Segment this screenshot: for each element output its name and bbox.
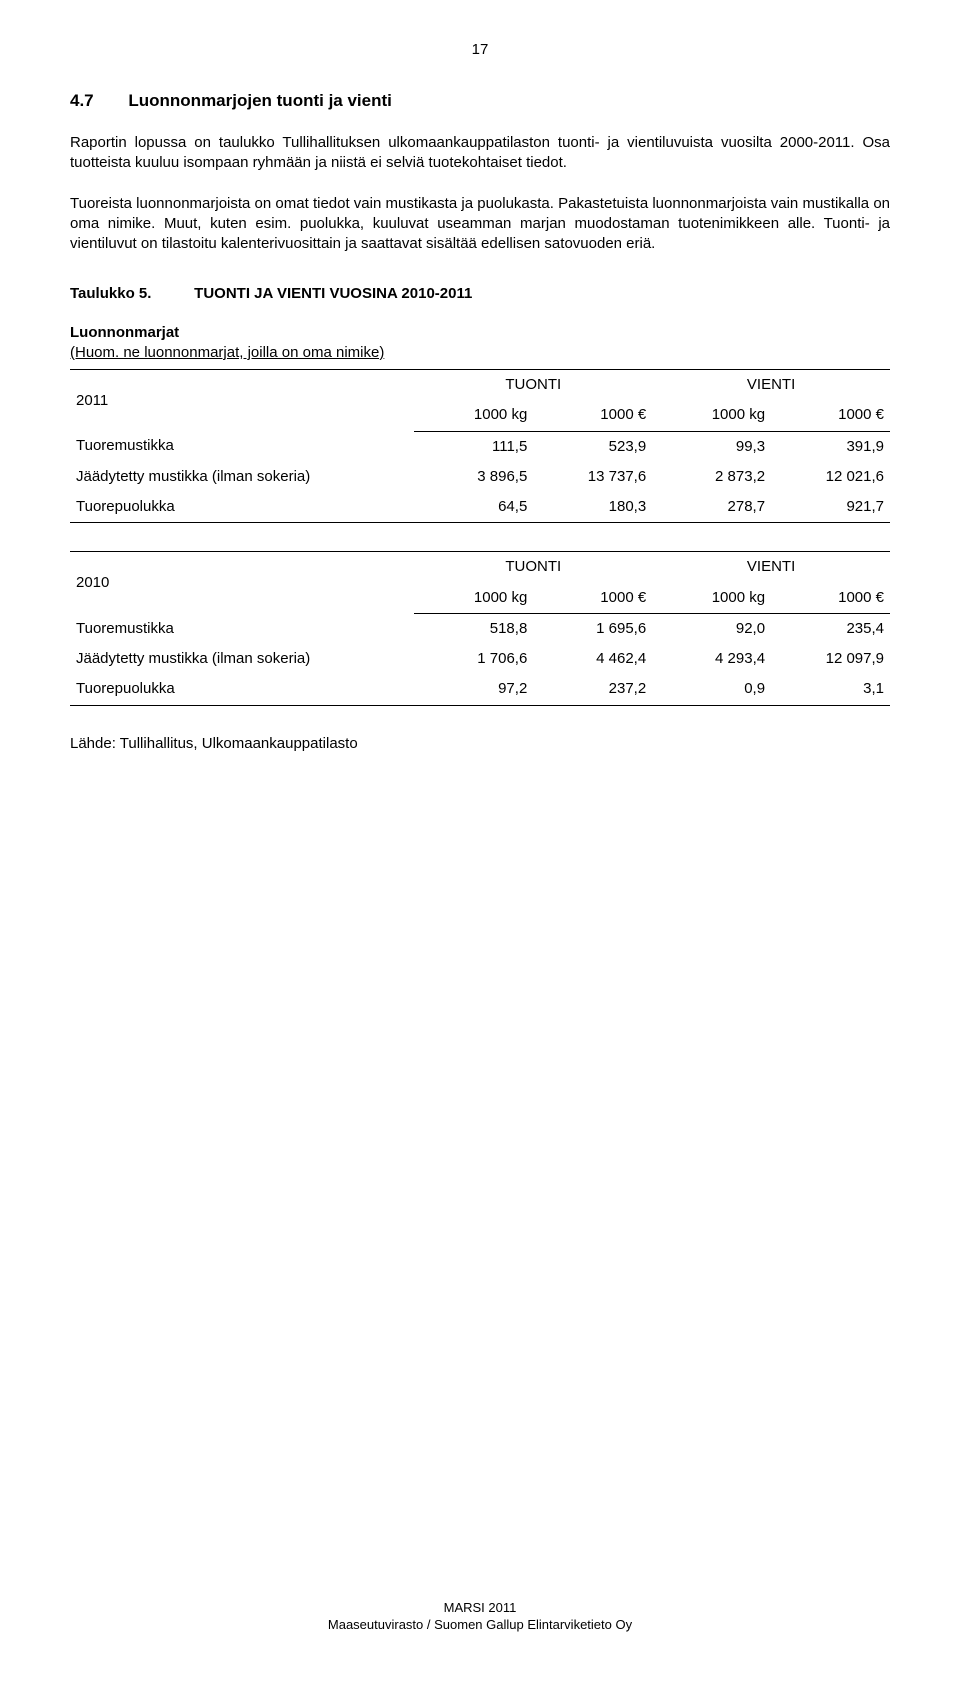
cell: 3,1 [771,674,890,705]
col-vienti: VIENTI [652,552,890,583]
cell: 99,3 [652,431,771,462]
source-line: Lähde: Tullihallitus, Ulkomaankauppatila… [70,734,890,754]
row-label: Jäädytetty mustikka (ilman sokeria) [70,644,414,674]
table-caption-title: TUONTI JA VIENTI VUOSINA 2010-2011 [194,285,472,302]
table-row: Tuorepuolukka 64,5 180,3 278,7 921,7 [70,492,890,523]
row-label: Tuoremustikka [70,613,414,644]
cell: 921,7 [771,492,890,523]
row-label: Tuorepuolukka [70,492,414,523]
col-vienti: VIENTI [652,370,890,401]
cell: 4 462,4 [533,644,652,674]
footer-line-1: MARSI 2011 [70,1600,890,1617]
table-row: Tuorepuolukka 97,2 237,2 0,9 3,1 [70,674,890,705]
cell: 92,0 [652,613,771,644]
group-subtitle: (Huom. ne luonnonmarjat, joilla on oma n… [70,343,890,363]
cell: 518,8 [414,613,533,644]
table-row: Jäädytetty mustikka (ilman sokeria) 3 89… [70,462,890,492]
cell: 13 737,6 [533,462,652,492]
table-year: 2011 [70,370,414,432]
col-kg: 1000 kg [414,583,533,614]
cell: 12 097,9 [771,644,890,674]
cell: 1 695,6 [533,613,652,644]
col-tuonti: TUONTI [414,370,652,401]
cell: 64,5 [414,492,533,523]
col-eur: 1000 € [771,400,890,431]
group-title: Luonnonmarjat [70,323,890,343]
col-kg: 1000 kg [652,583,771,614]
cell: 278,7 [652,492,771,523]
cell: 97,2 [414,674,533,705]
cell: 523,9 [533,431,652,462]
table-2010: 2010 TUONTI VIENTI 1000 kg 1000 € 1000 k… [70,551,890,705]
cell: 391,9 [771,431,890,462]
cell: 237,2 [533,674,652,705]
row-label: Jäädytetty mustikka (ilman sokeria) [70,462,414,492]
table-year: 2010 [70,552,414,614]
cell: 1 706,6 [414,644,533,674]
cell: 2 873,2 [652,462,771,492]
col-kg: 1000 kg [414,400,533,431]
table-caption-label: Taulukko 5. [70,284,190,304]
col-kg: 1000 kg [652,400,771,431]
footer-line-2: Maaseutuvirasto / Suomen Gallup Elintarv… [70,1617,890,1634]
cell: 0,9 [652,674,771,705]
paragraph-1: Raportin lopussa on taulukko Tullihallit… [70,133,890,174]
col-eur: 1000 € [533,400,652,431]
table-row: Jäädytetty mustikka (ilman sokeria) 1 70… [70,644,890,674]
row-label: Tuorepuolukka [70,674,414,705]
cell: 3 896,5 [414,462,533,492]
cell: 4 293,4 [652,644,771,674]
cell: 235,4 [771,613,890,644]
section-title: Luonnonmarjojen tuonti ja vienti [128,91,392,110]
table-row: Tuoremustikka 518,8 1 695,6 92,0 235,4 [70,613,890,644]
cell: 111,5 [414,431,533,462]
row-label: Tuoremustikka [70,431,414,462]
col-tuonti: TUONTI [414,552,652,583]
page-number: 17 [70,40,890,60]
col-eur: 1000 € [533,583,652,614]
table-caption: Taulukko 5. TUONTI JA VIENTI VUOSINA 201… [70,284,890,304]
col-eur: 1000 € [771,583,890,614]
paragraph-2: Tuoreista luonnonmarjoista on omat tiedo… [70,194,890,255]
cell: 180,3 [533,492,652,523]
cell: 12 021,6 [771,462,890,492]
section-number: 4.7 [70,90,94,113]
table-row: Tuoremustikka 111,5 523,9 99,3 391,9 [70,431,890,462]
section-heading: 4.7 Luonnonmarjojen tuonti ja vienti [70,90,890,113]
table-2011: 2011 TUONTI VIENTI 1000 kg 1000 € 1000 k… [70,369,890,523]
